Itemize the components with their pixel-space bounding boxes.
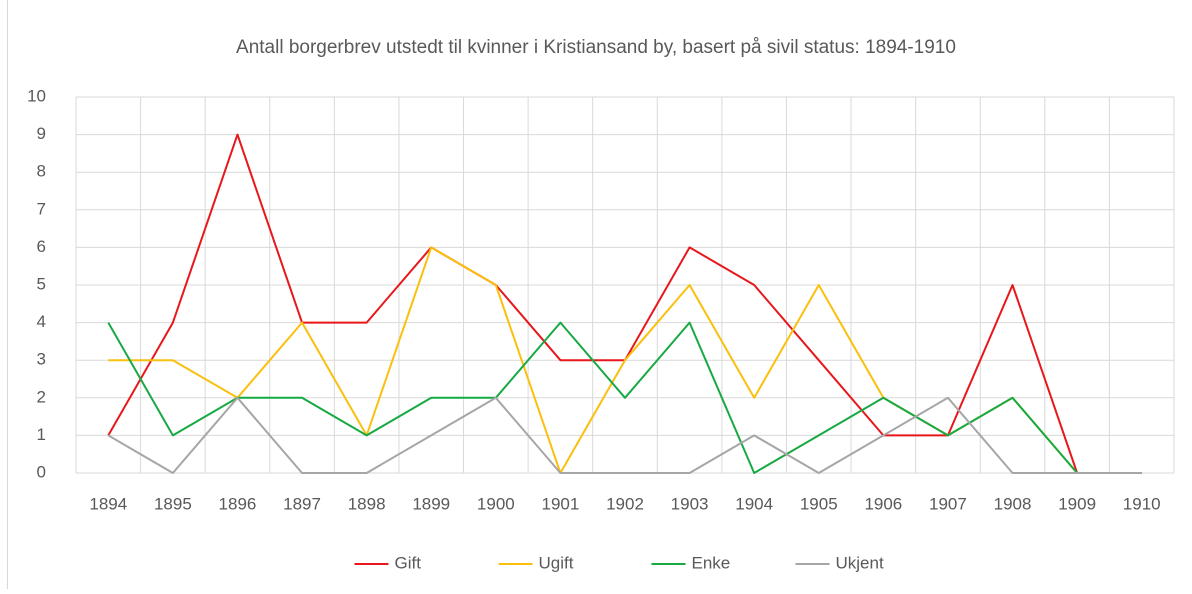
x-tick-label: 1909 [1058, 494, 1096, 513]
y-tick-label: 9 [37, 124, 46, 143]
x-tick-label: 1901 [541, 494, 579, 513]
x-tick-label: 1899 [412, 494, 450, 513]
x-tick-label: 1910 [1123, 494, 1161, 513]
x-tick-label: 1898 [348, 494, 386, 513]
y-tick-label: 1 [37, 425, 46, 444]
y-tick-label: 7 [37, 199, 46, 218]
y-tick-label: 6 [37, 237, 46, 256]
x-tick-label: 1900 [477, 494, 515, 513]
x-tick-label: 1894 [89, 494, 127, 513]
x-tick-label: 1902 [606, 494, 644, 513]
legend-label: Ugift [539, 553, 574, 572]
x-tick-label: 1897 [283, 494, 321, 513]
x-tick-label: 1895 [154, 494, 192, 513]
y-tick-label: 4 [37, 312, 46, 331]
y-tick-label: 0 [37, 462, 46, 481]
y-tick-label: 10 [27, 86, 46, 105]
x-tick-label: 1896 [219, 494, 257, 513]
x-tick-label: 1903 [671, 494, 709, 513]
y-tick-label: 5 [37, 274, 46, 293]
x-tick-label: 1908 [994, 494, 1032, 513]
legend-label: Gift [395, 553, 422, 572]
legend-label: Enke [692, 553, 731, 572]
y-tick-label: 2 [37, 387, 46, 406]
x-tick-label: 1904 [735, 494, 773, 513]
line-series [108, 135, 1141, 473]
x-tick-label: 1906 [864, 494, 902, 513]
legend-label: Ukjent [836, 553, 884, 572]
chart-title: Antall borgerbrev utstedt til kvinner i … [236, 37, 956, 58]
y-tick-label: 8 [37, 162, 46, 181]
x-tick-label: 1907 [929, 494, 967, 513]
y-tick-label: 3 [37, 350, 46, 369]
x-tick-label: 1905 [800, 494, 838, 513]
